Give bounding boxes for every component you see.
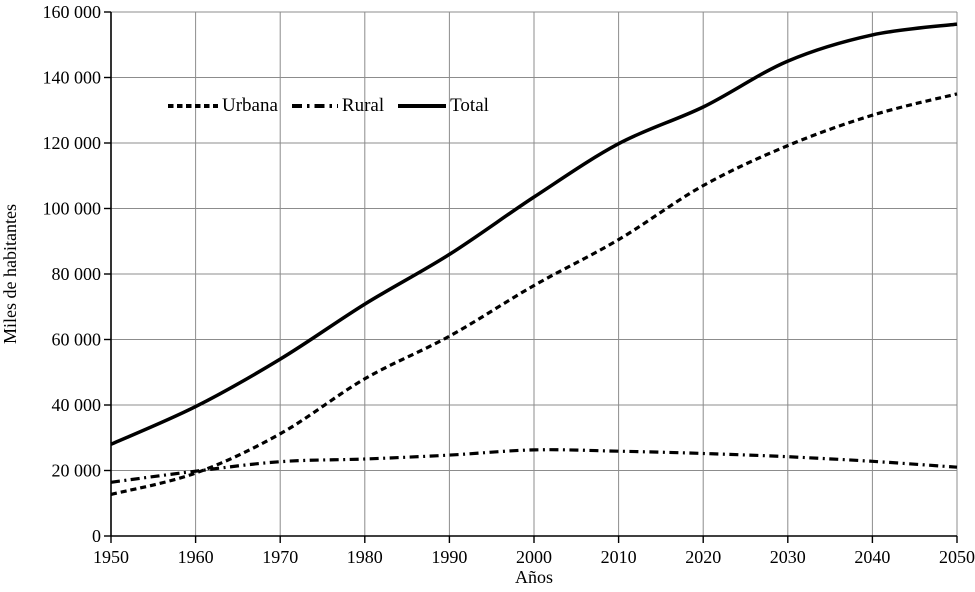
tick-marks (104, 11, 958, 543)
rural-line (110, 448, 958, 484)
urbana-line-sample (168, 104, 218, 108)
x-tick-label: 2010 (601, 547, 637, 567)
rural-line-sample (291, 104, 338, 108)
series-lines (110, 22, 958, 496)
y-tick-label: 160 000 (43, 2, 102, 22)
tick-labels: 1950 1960 1970 1980 1990 2000 2010 2020 2030 2040… (43, 2, 975, 567)
total-line (110, 22, 958, 446)
x-tick-label: 2040 (854, 547, 890, 567)
legend-item-urbana: Urbana (167, 95, 278, 117)
x-tick-label: 2020 (685, 547, 721, 567)
y-tick-label: 140 000 (43, 68, 102, 88)
x-tick-label: 2050 (939, 547, 975, 567)
urbana-line (110, 92, 958, 496)
y-tick-label: 40 000 (52, 395, 102, 415)
x-tick-label: 1950 (93, 547, 129, 567)
y-tick-label: 100 000 (43, 199, 102, 219)
legend-label-rural: Rural (341, 95, 385, 116)
y-tick-label: 60 000 (52, 330, 102, 350)
y-tick-label: 120 000 (43, 133, 102, 153)
y-tick-label: 0 (92, 526, 101, 546)
x-tick-label: 1970 (262, 547, 298, 567)
x-axis-title: Años (515, 567, 553, 587)
gridlines (110, 11, 958, 536)
x-tick-label: 1960 (178, 547, 214, 567)
legend-label-total: Total (450, 95, 489, 116)
total-line-sample (398, 104, 447, 108)
legend-item-rural: Rural (291, 95, 384, 117)
x-tick-label: 2030 (770, 547, 806, 567)
y-tick-label: 20 000 (52, 461, 102, 481)
legend-item-total: Total (397, 95, 489, 117)
y-tick-label: 80 000 (52, 264, 102, 284)
x-tick-label: 1990 (431, 547, 467, 567)
legend-label-urbana: Urbana (222, 95, 278, 116)
legend: Urbana Rural Total (167, 95, 489, 117)
y-axis-title: Miles de habitantes (0, 204, 20, 344)
x-tick-label: 2000 (516, 547, 552, 567)
x-tick-label: 1980 (347, 547, 383, 567)
